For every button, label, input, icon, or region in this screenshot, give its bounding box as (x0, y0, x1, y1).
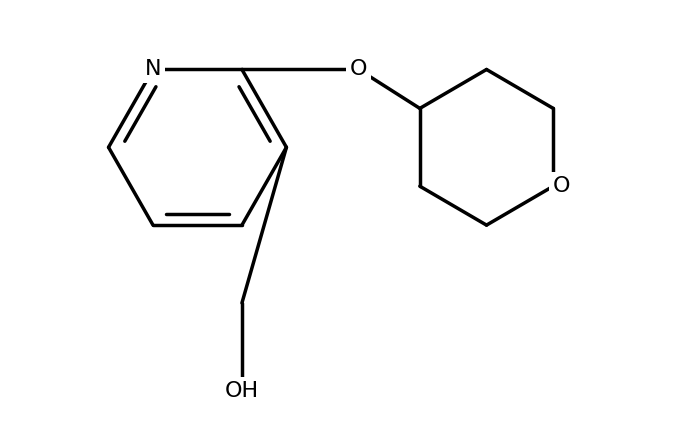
Text: OH: OH (225, 381, 259, 401)
Text: O: O (350, 59, 367, 80)
Text: N: N (145, 59, 161, 80)
Text: O: O (553, 176, 570, 196)
